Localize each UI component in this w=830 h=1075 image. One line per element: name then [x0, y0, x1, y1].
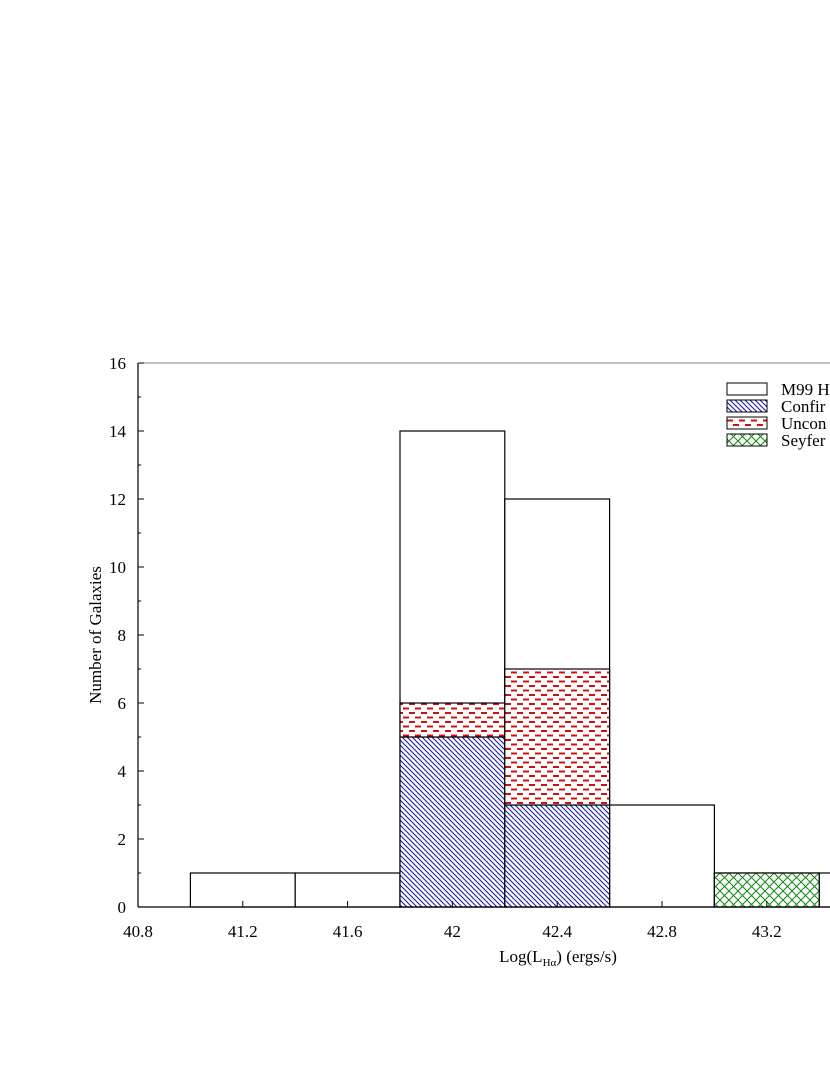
bar-diagonal-1 — [504, 804, 611, 908]
x-tick-label: 41.6 — [333, 922, 363, 941]
x-axis-title: Log(LHα) (ergs/s) — [499, 947, 617, 969]
x-tick-label: 42.8 — [647, 922, 677, 941]
x-tick-label: 41.2 — [228, 922, 258, 941]
legend-swatch-diagonal — [726, 399, 768, 413]
legend-swatch-none — [726, 382, 768, 396]
x-tick-label: 42.4 — [542, 922, 572, 941]
legend-swatch-crosshatch — [726, 433, 768, 447]
histogram-bars — [189, 430, 830, 908]
y-axis-title: Number of Galaxies — [86, 566, 105, 704]
bar-dashes-1 — [504, 668, 611, 806]
legend-label: M99 H — [781, 380, 830, 399]
legend-swatch-dashes — [726, 416, 768, 430]
y-tick-label: 2 — [118, 830, 127, 849]
bar-dashes-0 — [399, 702, 506, 738]
y-tick-label: 12 — [109, 490, 126, 509]
legend-label: Uncon — [781, 414, 827, 433]
y-tick-label: 0 — [118, 898, 127, 917]
y-tick-label: 16 — [109, 354, 126, 373]
x-tick-label: 40.8 — [123, 922, 153, 941]
y-tick-label: 6 — [118, 694, 127, 713]
legend-label: Seyfer — [781, 431, 826, 450]
axes: 0 2 4 6 8 10 12 14 16 40.8 41.2 41.6 42 42.4 42.8 43.2 — [109, 354, 830, 941]
x-tick-label: 43.2 — [752, 922, 782, 941]
x-tick-label: 42 — [444, 922, 461, 941]
y-tick-label: 8 — [118, 626, 127, 645]
bar-none-6 — [818, 872, 830, 908]
bar-none-4 — [608, 804, 715, 908]
bar-diagonal-0 — [399, 736, 506, 908]
y-tick-label: 14 — [109, 422, 127, 441]
y-tick-label: 4 — [118, 762, 127, 781]
y-tick-label: 10 — [109, 558, 126, 577]
legend-label: Confir — [781, 397, 826, 416]
